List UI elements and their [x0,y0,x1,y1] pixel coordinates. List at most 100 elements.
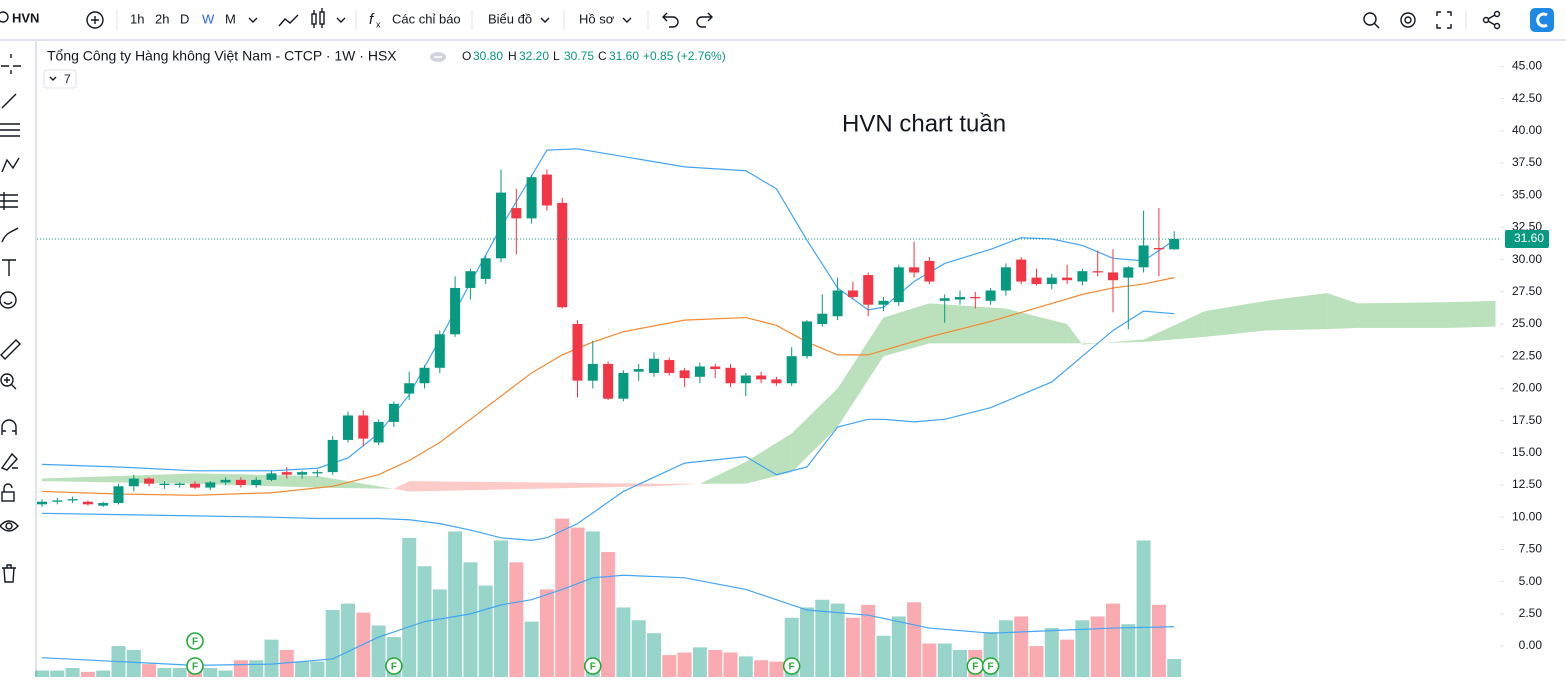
profile-menu[interactable]: Hồ sơ [579,11,615,26]
candle-body [955,296,965,300]
volume-bar [616,607,631,677]
candle-body [633,369,644,372]
candle-body [37,501,47,505]
visibility-toggle[interactable] [430,52,446,62]
volume-bar [1044,628,1059,677]
profile-dropdown[interactable] [622,17,632,23]
chart-legend: Tổng Công ty Hàng không Việt Nam - CTCP … [43,48,1006,137]
cloud [745,433,792,484]
candle-body [1138,245,1149,268]
y-tick-label: 30.00 [1512,252,1542,266]
fx-icon[interactable]: f [369,11,375,28]
interval-button[interactable]: W [202,11,215,26]
candle-body [220,479,231,483]
candle-body [205,482,216,488]
search-icon[interactable] [0,11,9,23]
candle-body [878,300,889,305]
text-tool[interactable] [2,259,16,276]
candle-body [587,363,598,381]
volume-bar [371,625,386,677]
volume-bar [738,656,753,677]
indicators-menu[interactable]: Các chỉ báo [392,11,461,26]
event-marker[interactable] [782,657,801,675]
undo[interactable] [662,12,679,28]
interval-button[interactable]: 2h [155,11,169,26]
volume-bar [631,620,646,677]
pattern-tool[interactable] [1,157,20,173]
fib-tool[interactable] [0,123,20,137]
event-label: F [789,662,795,673]
symbol[interactable]: HVN [12,10,39,25]
crosshair-tool[interactable] [1,54,21,74]
trend-line-tool[interactable] [1,93,17,109]
event-label: F [590,662,596,673]
volume-bar [509,562,524,677]
plot: 0.00 2.50 5.00 7.50 10.00 12.50 15.00 17.50 20.0… [35,49,1549,677]
event-marker[interactable] [186,632,204,650]
add-symbol[interactable] [86,11,104,29]
candle-body [1123,267,1134,278]
event-marker[interactable] [385,657,403,675]
y-tick-label: 25.00 [1512,316,1542,330]
candle-body [128,478,139,487]
layout-dropdown[interactable] [540,17,550,23]
candle-body [572,324,583,381]
volume-bar [570,527,585,677]
interval-button[interactable]: D [180,11,189,26]
candle-body [67,499,78,501]
candle-body [1016,259,1027,282]
ohlc-letter: C [598,49,607,63]
collapse-count[interactable]: 7 [64,72,71,86]
volume-bar [341,603,355,677]
candle-body [526,177,537,219]
drawing-mode[interactable] [0,452,18,471]
candle-body [82,501,93,505]
line-chart-icon[interactable] [278,14,299,27]
collapse-button[interactable] [43,69,77,89]
volume-bar [677,652,692,677]
candle-chart-icon[interactable] [311,8,325,28]
interval-button[interactable]: 1h [130,11,144,26]
fullscreen[interactable] [1436,11,1452,29]
cloud [929,303,1006,344]
lock-tool[interactable] [1,483,15,502]
quick-search[interactable] [1363,12,1380,29]
event-marker[interactable] [583,657,602,675]
volume-bar [249,660,264,677]
emoji-tool[interactable] [0,291,17,309]
candle-body [1108,272,1118,281]
volume-bar [769,661,784,677]
interval-dropdown[interactable] [248,17,258,23]
cloud [1449,300,1496,328]
cloud [393,481,410,492]
cloud [1327,293,1358,330]
share[interactable] [1482,10,1501,30]
interval-button[interactable]: M [225,11,236,26]
volume-bar [830,603,845,677]
brush-tool[interactable] [1,227,19,243]
ruler-tool[interactable] [0,339,21,360]
candle-body [649,358,659,373]
chart-type-dropdown[interactable] [336,17,346,23]
intervals: 1h 2h D W M [130,11,236,26]
forecast-tool[interactable] [0,192,18,210]
candle-body [496,192,506,259]
visibility-tool[interactable] [0,520,19,532]
volume-bar [494,540,508,677]
event-marker[interactable] [981,657,1000,675]
delete-tool[interactable] [2,564,16,583]
zoom-tool[interactable] [0,373,17,390]
y-tick-label: 2.50 [1519,606,1543,620]
left-toolbar [0,41,37,677]
chart-title: Tổng Công ty Hàng không Việt Nam - CTCP … [47,48,397,64]
moving-average-line [41,277,1175,496]
candle-body [557,202,568,308]
magnet-tool[interactable] [1,419,17,435]
event-marker[interactable] [186,657,204,675]
settings[interactable] [1400,12,1416,28]
annotation: HVN chart tuần [842,110,1006,137]
logo[interactable] [1530,8,1554,32]
volume-bar [937,643,952,677]
redo[interactable] [696,12,713,28]
layout-menu[interactable]: Biểu đồ [488,11,532,26]
